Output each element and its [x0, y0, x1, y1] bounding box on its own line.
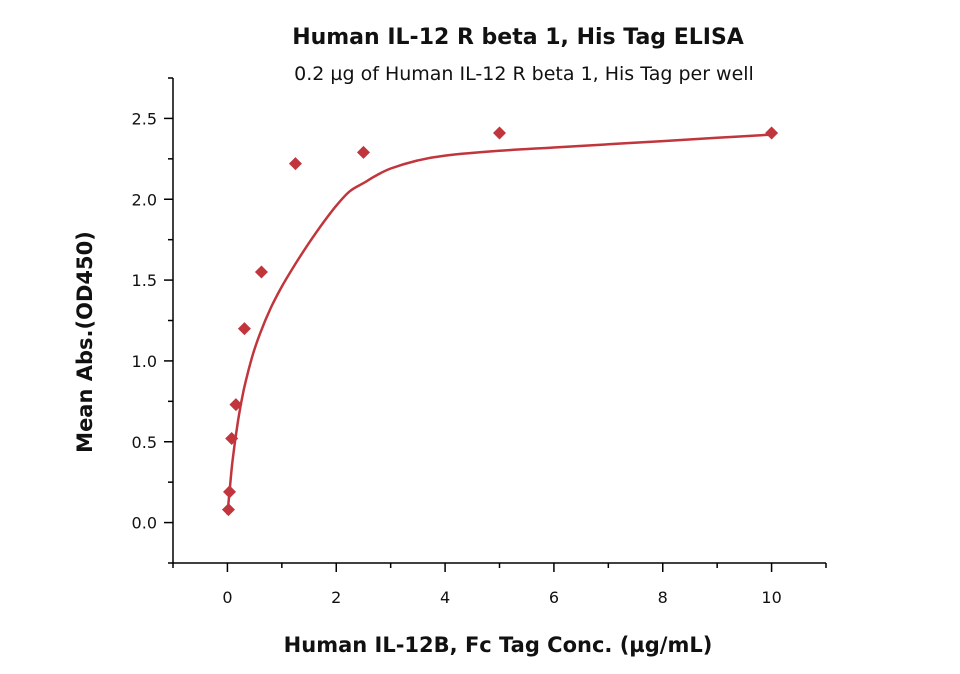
x-tick-label: 2: [331, 588, 341, 607]
data-point: [356, 145, 370, 159]
chart-title: Human IL-12 R beta 1, His Tag ELISA: [292, 25, 744, 50]
data-points: [221, 126, 779, 517]
data-point: [254, 265, 268, 279]
fit-curve: [226, 133, 772, 515]
y-tick-label: 2.5: [132, 109, 157, 128]
y-tick-label: 1.0: [132, 352, 157, 371]
data-point: [221, 503, 235, 517]
y-tick-label: 1.5: [132, 271, 157, 290]
x-ticks: 0 2 4 6 8 10: [172, 563, 827, 607]
y-tick-label: 2.0: [132, 190, 157, 209]
x-tick-label: 10: [761, 588, 781, 607]
chart-subtitle: 0.2 µg of Human IL-12 R beta 1, His Tag …: [294, 63, 754, 85]
data-point: [237, 322, 251, 336]
data-point: [493, 126, 506, 140]
data-point: [288, 157, 302, 171]
data-point: [765, 126, 779, 140]
y-ticks: 0.0 0.5 1.0 1.5 2.0 2.5: [132, 77, 173, 564]
x-axis-label: Human IL-12B, Fc Tag Conc. (µg/mL): [284, 633, 713, 657]
data-point: [223, 485, 237, 499]
x-tick-label: 4: [440, 588, 450, 607]
y-axis-label: Mean Abs.(OD450): [73, 231, 97, 453]
x-tick-label: 0: [222, 588, 232, 607]
data-point: [225, 432, 239, 446]
y-tick-label: 0.0: [132, 514, 157, 533]
data-point: [229, 398, 243, 412]
y-tick-label: 0.5: [132, 433, 157, 452]
x-tick-label: 6: [549, 588, 559, 607]
x-tick-label: 8: [658, 588, 668, 607]
